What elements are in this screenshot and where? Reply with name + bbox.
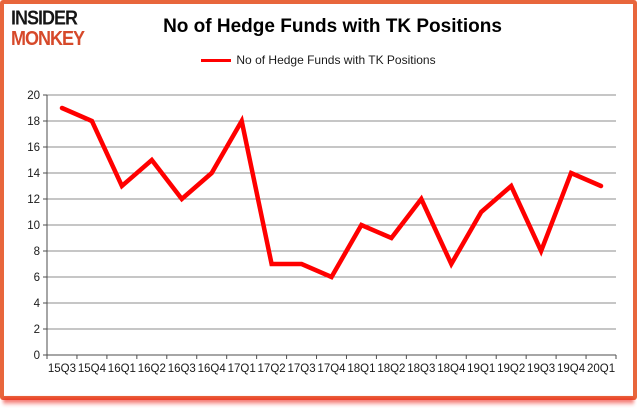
x-tick-label: 16Q2 [138, 363, 166, 375]
x-tick-label: 15Q4 [78, 363, 107, 375]
x-tick-label: 18Q1 [347, 363, 375, 375]
y-tick-label: 8 [34, 246, 40, 258]
legend: No of Hedge Funds with TK Positions [0, 53, 637, 67]
y-tick-label: 14 [27, 168, 40, 180]
x-tick-label: 19Q3 [527, 363, 555, 375]
legend-line-swatch [201, 58, 232, 62]
x-tick-label: 17Q2 [258, 363, 286, 375]
x-tick-label: 19Q4 [557, 363, 586, 375]
x-tick-label: 15Q3 [48, 363, 76, 375]
x-tick-label: 17Q4 [317, 363, 346, 375]
frame-bottom-glow [3, 398, 634, 406]
x-tick-label: 20Q1 [587, 363, 615, 375]
y-tick-label: 2 [34, 324, 40, 336]
x-tick-label: 18Q4 [437, 363, 466, 375]
legend-label: No of Hedge Funds with TK Positions [236, 53, 436, 67]
logo-word-insider: INSIDER [11, 6, 78, 30]
y-tick-label: 4 [34, 298, 41, 310]
y-tick-label: 12 [27, 194, 40, 206]
y-tick-label: 6 [34, 272, 40, 284]
logo-word-monkey: MONKEY [11, 26, 85, 49]
y-tick-label: 20 [27, 90, 40, 102]
x-tick-label: 19Q2 [497, 363, 525, 375]
y-tick-label: 18 [27, 116, 40, 128]
insider-monkey-logo: INSIDER MONKEY [11, 6, 85, 49]
y-tick-label: 10 [27, 220, 40, 232]
x-tick-label: 16Q1 [108, 363, 136, 375]
x-tick-label: 17Q1 [228, 363, 256, 375]
x-tick-label: 19Q1 [467, 363, 495, 375]
x-tick-label: 16Q4 [198, 363, 227, 375]
x-tick-label: 17Q3 [287, 363, 315, 375]
x-tick-label: 18Q3 [407, 363, 435, 375]
y-tick-label: 16 [27, 142, 40, 154]
data-series-line [59, 105, 604, 280]
y-tick-label: 0 [34, 350, 40, 362]
chart-title: No of Hedge Funds with TK Positions [163, 16, 502, 37]
x-tick-label: 18Q2 [377, 363, 405, 375]
x-tick-label: 16Q3 [168, 363, 196, 375]
